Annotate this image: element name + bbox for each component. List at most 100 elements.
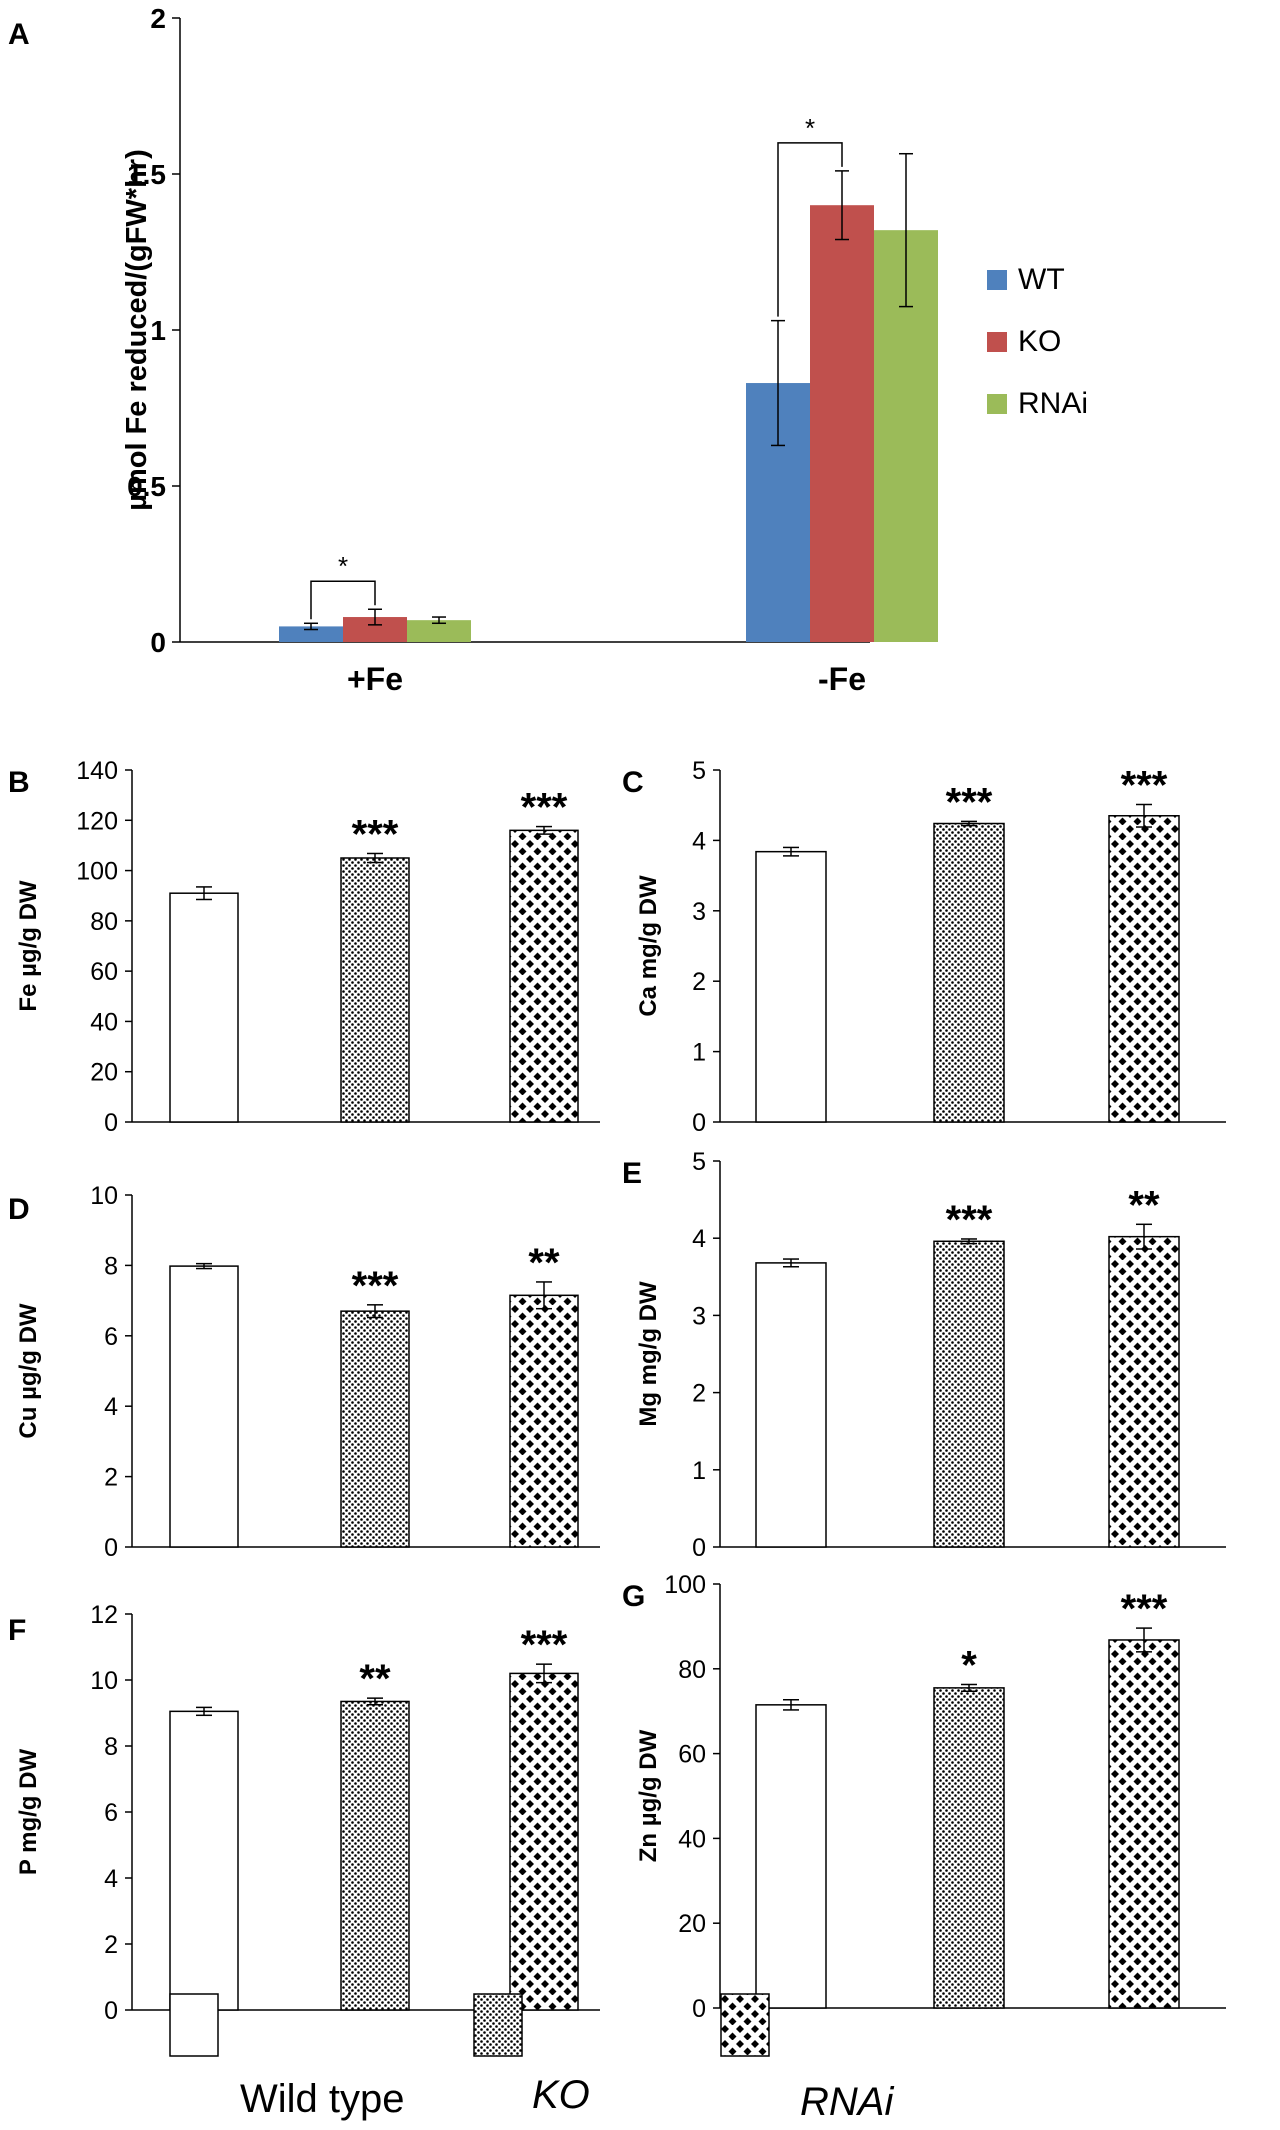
significance-marker: *** <box>946 780 993 824</box>
y-tick-label: 8 <box>104 1733 118 1761</box>
bar-rnai <box>1108 1235 1180 1548</box>
category-label: -Fe <box>818 661 866 697</box>
y-tick-label: 10 <box>90 1667 118 1695</box>
legend-rnai-label: RNAi <box>800 2080 894 2124</box>
panel-letter: D <box>8 1193 30 1226</box>
y-tick-label: 8 <box>104 1252 118 1280</box>
bottom-legend: Wild type KO RNAi <box>169 1993 894 2124</box>
bar-rnai <box>1108 1639 1180 2009</box>
significance-marker: * <box>805 113 815 143</box>
y-tick-label: 100 <box>664 1571 706 1599</box>
bar-rnai <box>509 1672 579 2011</box>
y-tick-label: 0 <box>104 1997 118 2025</box>
bar-wild-type <box>755 850 827 1123</box>
significance-marker: *** <box>352 812 399 856</box>
y-tick-label: 6 <box>104 1323 118 1351</box>
y-tick-label: 0 <box>150 627 166 658</box>
significance-marker: *** <box>1121 763 1168 807</box>
significance-marker: *** <box>1121 1587 1168 1631</box>
y-tick-label: 4 <box>104 1393 118 1421</box>
bar-ko <box>340 1310 410 1548</box>
y-tick-label: 12 <box>90 1601 118 1629</box>
y-tick-label: 2 <box>104 1931 118 1959</box>
y-tick-label: 4 <box>692 827 706 855</box>
significance-marker: ** <box>359 1657 391 1701</box>
bar-ko <box>933 1687 1005 2009</box>
bar-wild-type <box>169 1265 239 1548</box>
y-axis-label: Fe µg/g DW <box>15 880 42 1011</box>
y-tick-label: 20 <box>678 1910 706 1938</box>
y-tick-label: 60 <box>678 1741 706 1769</box>
bar-wt <box>279 626 343 642</box>
legend-label: KO <box>1018 325 1061 358</box>
y-tick-label: 100 <box>76 858 118 886</box>
panel-letter: E <box>622 1157 642 1190</box>
legend-wt-swatch <box>169 1993 219 2057</box>
panel-a: A 0 0.5 1 1.5 2 µmol Fe reduced/(gFW*hr) +Fe -Fe… <box>8 3 1088 697</box>
y-tick-label: 0 <box>104 1109 118 1137</box>
significance-marker: *** <box>946 1198 993 1242</box>
bar-rnai <box>509 829 579 1123</box>
bar-ko <box>933 1240 1005 1548</box>
legend-swatch-wt <box>987 270 1007 290</box>
y-tick-label: 5 <box>692 757 706 785</box>
y-tick-label: 2 <box>692 1380 706 1408</box>
legend-swatch-rnai <box>987 394 1007 414</box>
legend-label: WT <box>1018 263 1065 296</box>
bar-wild-type <box>169 892 239 1123</box>
y-tick-label: 80 <box>678 1656 706 1684</box>
y-tick-label: 1 <box>150 315 166 346</box>
y-axis-label: Zn µg/g DW <box>635 1729 662 1862</box>
y-tick-label: 0 <box>692 1534 706 1562</box>
legend-swatch-ko <box>987 332 1007 352</box>
y-tick-label: 1 <box>692 1039 706 1067</box>
y-tick-label: 5 <box>692 1148 706 1176</box>
legend-wt-label: Wild type <box>240 2077 405 2121</box>
legend-ko-swatch <box>473 1993 523 2057</box>
y-tick-label: 3 <box>692 898 706 926</box>
legend-label: RNAi <box>1018 387 1088 420</box>
panel-letter: F <box>8 1614 26 1647</box>
y-tick-label: 60 <box>90 958 118 986</box>
legend-ko-label: KO <box>532 2073 590 2117</box>
panel-letter: B <box>8 766 30 799</box>
y-tick-label: 2 <box>692 968 706 996</box>
y-tick-label: 20 <box>90 1059 118 1087</box>
y-tick-label: 0.5 <box>127 471 166 502</box>
panel-b: B 0 20 40 60 80 100 120 140 Fe µg/g DW *** *** <box>8 757 600 1137</box>
significance-bracket <box>777 142 843 317</box>
y-tick-label: 1 <box>692 1457 706 1485</box>
y-tick-label: 0 <box>692 1109 706 1137</box>
bar-wild-type <box>755 1704 827 2009</box>
bar-ko <box>933 822 1005 1123</box>
panel-letter: A <box>8 18 30 51</box>
y-axis-label: Mg mg/g DW <box>635 1281 662 1427</box>
bar-rnai <box>509 1294 579 1548</box>
significance-marker: *** <box>352 1264 399 1308</box>
y-tick-label: 40 <box>678 1825 706 1853</box>
y-tick-label: 2 <box>150 3 166 34</box>
bar-wild-type <box>755 1262 827 1548</box>
significance-marker: ** <box>1128 1183 1160 1227</box>
y-tick-label: 1.5 <box>127 159 166 190</box>
y-tick-label: 3 <box>692 1302 706 1330</box>
panels: A 0 0.5 1 1.5 2 µmol Fe reduced/(gFW*hr) +Fe -Fe… <box>8 3 1226 2025</box>
y-tick-label: 4 <box>104 1865 118 1893</box>
y-tick-label: 80 <box>90 908 118 936</box>
y-axis-label: Cu µg/g DW <box>15 1303 42 1438</box>
significance-marker: *** <box>521 1623 568 1667</box>
significance-marker: ** <box>528 1241 560 1285</box>
panel-letter: C <box>622 766 644 799</box>
category-label: +Fe <box>347 661 403 697</box>
bar-ko <box>340 857 410 1123</box>
y-tick-label: 2 <box>104 1464 118 1492</box>
bar-ko <box>810 205 874 642</box>
y-tick-label: 0 <box>692 1995 706 2023</box>
panel-letter: G <box>622 1580 645 1613</box>
y-tick-label: 10 <box>90 1182 118 1210</box>
bar-rnai <box>407 620 471 642</box>
